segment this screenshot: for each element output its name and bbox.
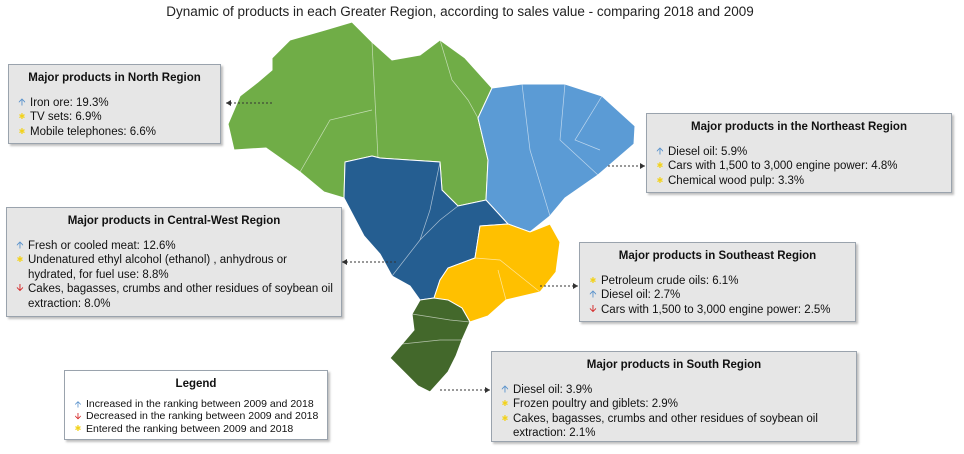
star-icon: ✱ [656,161,664,170]
northeast-region[interactable] [477,83,636,233]
map-title: Dynamic of products in each Greater Regi… [166,4,754,19]
legend-item: ✱ Entered the ranking between 2009 and 20… [73,423,319,436]
up-arrow-icon: 🡩 [16,239,24,251]
leader-arrowheads [226,100,645,393]
north-region-box: Major products in North Region 🡩 Iron ore… [8,64,221,144]
star-icon: ✱ [74,423,82,433]
northeast-region-box: Major products in the Northeast Region 🡩… [646,113,952,193]
south-region[interactable] [389,297,471,393]
up-arrow-icon: 🡩 [656,145,664,157]
item-text: Cakes, bagasses, crumbs and other residu… [28,283,333,310]
item-text: Petroleum crude oils: 6.1% [601,274,739,287]
southeast-region-heading: Major products in Southeast Region [618,250,817,262]
list-item: 🡩 Fresh or cooled meat: 12.6% [15,239,333,254]
star-icon: ✱ [16,255,24,264]
legend-item: 🡩 Increased in the ranking between 2009 a… [73,398,319,411]
legend-text: Increased in the ranking between 2009 an… [86,397,314,410]
list-item: 🡩 Diesel oil: 5.9% [655,145,943,160]
item-text: Cars with 1,500 to 3,000 engine power: 4… [668,160,898,172]
star-icon: ✱ [18,112,26,121]
down-arrow-icon: 🡫 [589,303,597,315]
legend-text: Entered the ranking between 2009 and 201… [86,422,294,435]
list-item: ✱ Chemical wood pulp: 3.3% [655,174,943,189]
legend-text: Decreased in the ranking between 2009 an… [86,410,319,422]
list-item: ✱ TV sets: 6.9% [17,110,212,125]
up-arrow-icon: 🡩 [501,383,509,395]
item-text: Mobile telephones: 6.6% [30,125,156,138]
item-text: Chemical wood pulp: 3.3% [668,174,805,187]
item-text: Diesel oil: 3.9% [513,383,593,396]
list-item: ✱ Undenatured ethyl alcohol (ethanol) , a… [15,253,333,282]
star-icon: ✱ [656,175,664,185]
list-item: ✱ Cars with 1,500 to 3,000 engine power: … [655,159,943,174]
star-icon: ✱ [501,413,509,423]
item-text: Diesel oil: 2.7% [601,289,681,301]
down-arrow-icon: 🡫 [16,283,24,294]
item-text: Cakes, bagasses, crumbs and other residu… [513,412,818,440]
northeast-region-heading: Major products in the Northeast Region [691,121,907,133]
item-text: Cars with 1,500 to 3,000 engine power: 2… [601,303,831,316]
southeast-region-box: Major products in Southeast Region ✱ Petr… [579,242,856,322]
south-region-heading: Major products in South Region [586,359,762,371]
list-item: 🡩 Diesel oil: 2.7% [588,288,847,303]
legend-heading: Legend [175,378,217,390]
item-text: Undenatured ethyl alcohol (ethanol) , an… [28,254,287,281]
down-arrow-icon: 🡫 [74,411,82,421]
legend-box: Legend 🡩 Increased in the ranking between… [64,370,328,440]
central-west-region-box: Major products in Central-West Region 🡩 F… [6,207,342,317]
list-item: ✱ Cakes, bagasses, crumbs and other resid… [500,412,848,441]
central-west-region-heading: Major products in Central-West Region [67,215,281,227]
list-item: ✱ Petroleum crude oils: 6.1% [588,274,847,289]
north-region-heading: Major products in North Region [28,72,201,84]
list-item: 🡫 Cars with 1,500 to 3,000 engine power: … [588,303,847,318]
list-item: ✱ Mobile telephones: 6.6% [17,125,212,140]
list-item: ✱ Frozen poultry and giblets: 2.9% [500,397,848,412]
list-item: 🡫 Cakes, bagasses, crumbs and other resid… [15,282,333,311]
legend-item: 🡫 Decreased in the ranking between 2009 a… [73,410,319,423]
star-icon: ✱ [501,399,509,408]
item-text: Fresh or cooled meat: 12.6% [28,239,176,252]
item-text: TV sets: 6.9% [30,111,102,123]
leader-lines [226,102,645,391]
star-icon: ✱ [18,126,26,136]
list-item: 🡩 Iron ore: 19.3% [17,96,212,111]
star-icon: ✱ [589,275,597,285]
item-text: Iron ore: 19.3% [30,96,109,109]
item-text: Diesel oil: 5.9% [668,145,748,158]
south-region-box: Major products in South Region 🡩 Diesel o… [491,351,857,442]
up-arrow-icon: 🡩 [74,398,82,409]
up-arrow-icon: 🡩 [589,289,597,300]
list-item: 🡩 Diesel oil: 3.9% [500,383,848,398]
item-text: Frozen poultry and giblets: 2.9% [513,398,678,410]
southeast-region[interactable] [430,223,561,323]
state-borders [299,39,603,345]
up-arrow-icon: 🡩 [18,96,26,108]
